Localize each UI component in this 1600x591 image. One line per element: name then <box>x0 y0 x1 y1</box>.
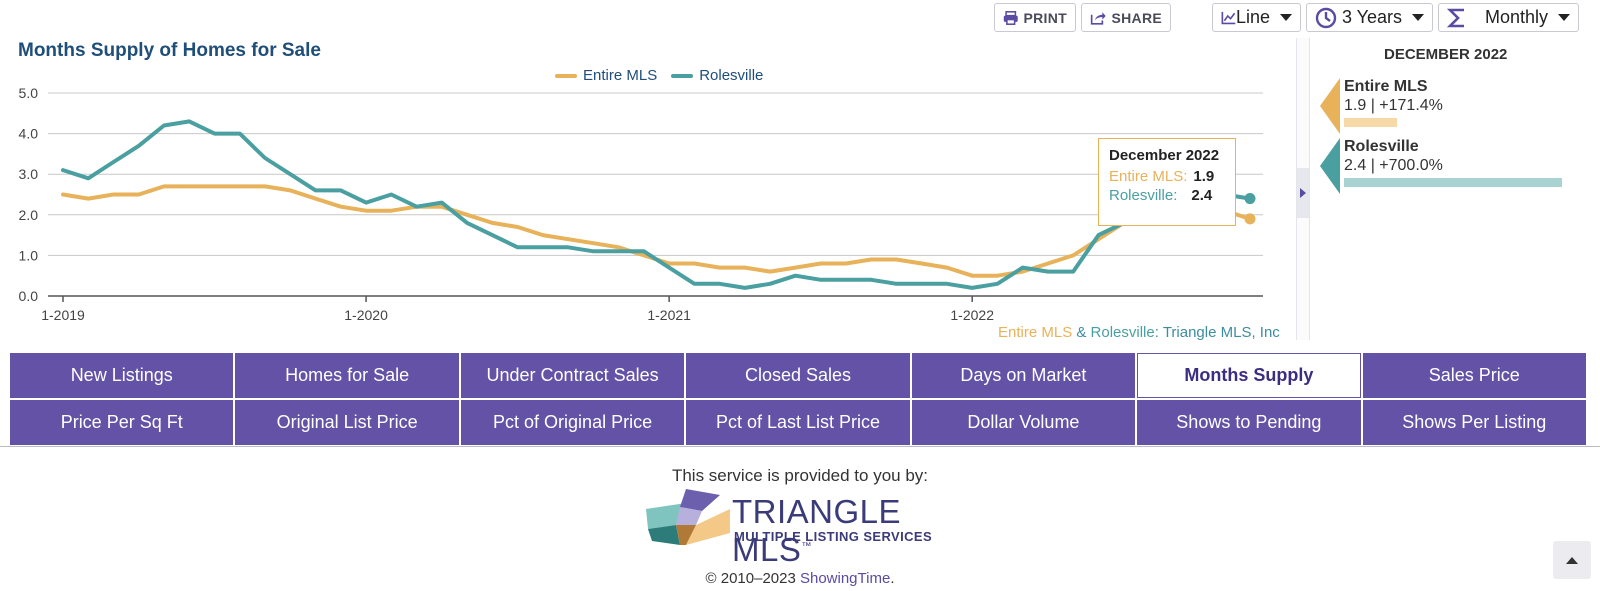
series-marker-icon <box>1320 78 1340 134</box>
tooltip-series-value: 2.4 <box>1191 187 1213 204</box>
share-icon <box>1090 11 1106 25</box>
panel-item-bar <box>1344 118 1397 127</box>
print-button[interactable]: PRINT <box>994 3 1076 32</box>
showingtime-link[interactable]: ShowingTime <box>799 570 891 587</box>
legend-item-entire-mls[interactable]: Entire MLS <box>555 67 657 84</box>
copyright: © 2010–2023 ShowingTime. <box>0 570 1600 587</box>
tooltip-series-name: Rolesville: <box>1109 187 1178 204</box>
source-entire-mls: Entire MLS <box>998 324 1073 341</box>
tab-under-contract-sales[interactable]: Under Contract Sales <box>460 353 685 398</box>
series-line-rolesville <box>61 119 1252 290</box>
chevron-up-icon <box>1566 556 1578 564</box>
tab-sales-price[interactable]: Sales Price <box>1362 353 1586 398</box>
chevron-down-icon <box>1280 14 1292 21</box>
divider <box>0 446 1600 447</box>
tab-dollar-volume[interactable]: Dollar Volume <box>911 400 1136 445</box>
tab-new-listings[interactable]: New Listings <box>10 353 234 398</box>
y-tick-label: 3.0 <box>19 166 39 182</box>
share-button[interactable]: SHARE <box>1081 3 1171 32</box>
legend-swatch <box>555 73 577 78</box>
series-layer <box>61 119 1252 290</box>
data-point-rolesville <box>1244 193 1256 205</box>
tab-months-supply[interactable]: Months Supply <box>1137 353 1361 398</box>
panel-date: DECEMBER 2022 <box>1384 46 1508 63</box>
tab-shows-per-listing[interactable]: Shows Per Listing <box>1362 400 1586 445</box>
metric-tabs: New Listings Homes for Sale Under Contract… <box>10 353 1586 445</box>
print-label: PRINT <box>1023 9 1067 26</box>
interval-label: Monthly <box>1484 7 1548 27</box>
legend-label: Entire MLS <box>583 67 658 84</box>
copyright-text: © 2010–2023 <box>705 570 800 587</box>
legend-label: Rolesville <box>699 67 764 84</box>
tab-pct-of-original-price[interactable]: Pct of Original Price <box>460 400 685 445</box>
panel-item-value: 1.9 | +171.4% <box>1344 97 1443 114</box>
trademark: ™ <box>801 541 812 552</box>
logo-subtitle: MULTIPLE LISTING SERVICES <box>734 529 933 544</box>
tab-closed-sales[interactable]: Closed Sales <box>686 353 910 398</box>
y-tick-label: 2.0 <box>19 207 39 223</box>
legend-swatch <box>671 73 694 78</box>
provided-by-text: This service is provided to you by: <box>671 466 929 485</box>
series-marker-icon <box>1320 138 1340 194</box>
scroll-to-top-button[interactable] <box>1553 541 1591 579</box>
source-rolesville: Rolesville <box>1090 324 1155 341</box>
clock-icon <box>1315 7 1337 28</box>
source-provider: : Triangle MLS, Inc <box>1154 324 1280 341</box>
chart-legend: Entire MLS Rolesville <box>555 67 763 84</box>
time-range-label: 3 Years <box>1341 7 1402 27</box>
panel-item-entire-mls: Entire MLS 1.9 | +171.4% <box>1320 78 1580 136</box>
tooltip-title: December 2022 <box>1109 147 1220 164</box>
sigma-icon <box>1447 8 1464 27</box>
chart-type-label: Line <box>1235 7 1270 27</box>
chart-title: Months Supply of Homes for Sale <box>18 40 321 61</box>
chevron-down-icon <box>1412 14 1424 21</box>
source-sep: & <box>1072 324 1091 341</box>
tooltip-series-value: 1.9 <box>1193 168 1215 185</box>
chart-plot: 0.0 1.0 2.0 3.0 4.0 5.0 1-2019 1-2020 1-2021 1-20… <box>19 85 1263 323</box>
x-tick-label: 1-2021 <box>647 307 691 323</box>
tab-price-per-sq-ft[interactable]: Price Per Sq Ft <box>10 400 234 445</box>
legend-item-rolesville[interactable]: Rolesville <box>671 67 763 84</box>
chart-tooltip: December 2022 Entire MLS: 1.9 Rolesville… <box>1098 138 1236 226</box>
panel-item-bar <box>1344 178 1562 187</box>
x-tick-label: 1-2019 <box>41 307 85 323</box>
time-range-select[interactable]: 3 Years <box>1306 3 1433 32</box>
panel-item-value: 2.4 | +700.0% <box>1344 157 1443 174</box>
x-tick-label: 1-2022 <box>950 307 994 323</box>
tab-pct-of-last-list-price[interactable]: Pct of Last List Price <box>686 400 910 445</box>
panel-item-name: Rolesville <box>1344 138 1419 155</box>
line-chart-icon <box>1221 11 1236 24</box>
axis-layer: 0.0 1.0 2.0 3.0 4.0 5.0 1-2019 1-2020 1-2021 1-20… <box>19 85 995 323</box>
y-tick-label: 5.0 <box>19 85 39 101</box>
chart-source: Entire MLS & Rolesville: Triangle MLS, I… <box>998 324 1280 341</box>
x-tick-label: 1-2020 <box>344 307 388 323</box>
tab-days-on-market[interactable]: Days on Market <box>911 353 1136 398</box>
tooltip-series-name: Entire MLS: <box>1109 168 1188 185</box>
chart-type-select[interactable]: Line <box>1212 3 1301 32</box>
tab-homes-for-sale[interactable]: Homes for Sale <box>235 353 459 398</box>
point-layer <box>1244 193 1256 225</box>
y-tick-label: 0.0 <box>19 288 39 304</box>
chevron-down-icon <box>1558 14 1570 21</box>
printer-icon <box>1003 10 1018 25</box>
chevron-right-icon <box>1300 188 1306 198</box>
tooltip-row: Rolesville: 2.4 <box>1109 187 1225 204</box>
interval-select[interactable]: Monthly <box>1438 3 1579 32</box>
logo-title: TRIANGLE MLS™ <box>732 493 902 568</box>
copyright-end: . <box>890 570 895 587</box>
grid-layer <box>48 92 1263 297</box>
panel-item-name: Entire MLS <box>1344 78 1428 95</box>
y-tick-label: 1.0 <box>19 247 39 263</box>
tab-original-list-price[interactable]: Original List Price <box>235 400 459 445</box>
y-tick-label: 4.0 <box>19 126 39 142</box>
triangle-mls-logo[interactable]: TRIANGLE MLS™ MULTIPLE LISTING SERVICES <box>646 485 956 568</box>
panel-item-rolesville: Rolesville 2.4 | +700.0% <box>1320 138 1580 196</box>
tooltip-row: Entire MLS: 1.9 <box>1109 168 1225 185</box>
series-line-entire-mls <box>61 184 1252 278</box>
data-point-entire-mls <box>1244 213 1256 225</box>
tab-shows-to-pending[interactable]: Shows to Pending <box>1137 400 1361 445</box>
share-label: SHARE <box>1111 9 1162 26</box>
triangle-logo-icon <box>646 489 730 545</box>
